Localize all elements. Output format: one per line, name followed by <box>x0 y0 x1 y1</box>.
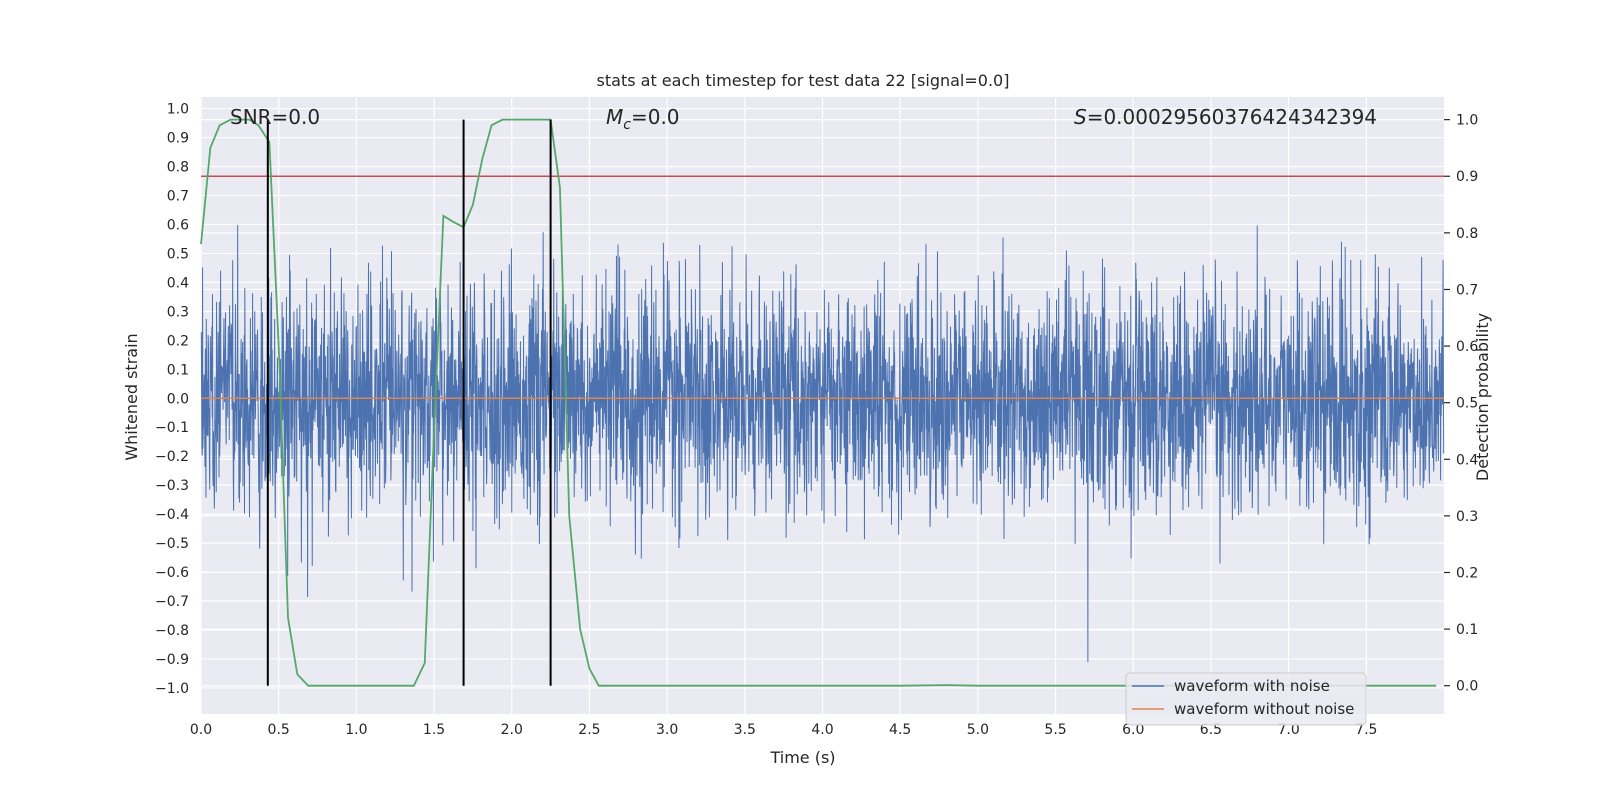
legend-box <box>1125 672 1367 726</box>
x-tick-label: 2.5 <box>578 722 600 738</box>
y-tick-label: −1.0 <box>155 681 189 697</box>
mc-symbol: M <box>606 105 623 129</box>
y-tick-label: −0.4 <box>155 507 189 523</box>
snr-annotation: SNR=0.0 <box>230 105 320 129</box>
y-tick-label: 0.1 <box>167 362 189 378</box>
x-tick-label: 0.5 <box>268 722 290 738</box>
y-tick-label: −0.3 <box>155 478 189 494</box>
y2-axis-ticks: 1.0 0.9 0.8 0.7 0.6 0.5 0.4 0.3 0.2 0.1 0.0 <box>1444 113 1478 695</box>
y-tick-label: 0.0 <box>167 391 189 407</box>
y2-tick-label: 0.7 <box>1456 282 1478 298</box>
y-tick-label: −0.7 <box>155 594 189 610</box>
y-tick-label: 0.9 <box>167 131 189 147</box>
x-axis-label: Time (s) <box>769 748 835 767</box>
x-tick-label: 5.5 <box>1044 722 1066 738</box>
x-tick-label: 1.5 <box>423 722 445 738</box>
mc-annotation: Mc=0.0 <box>606 105 680 133</box>
x-tick-label: 4.5 <box>889 722 911 738</box>
y-tick-label: 0.4 <box>167 275 189 291</box>
legend: waveform with noise waveform without noi… <box>1125 672 1367 726</box>
x-tick-label: 3.0 <box>656 722 678 738</box>
mc-subscript: c <box>623 117 631 133</box>
plot-content <box>200 118 1445 687</box>
x-tick-label: 7.0 <box>1277 722 1299 738</box>
s-value: =0.00029560376424342394 <box>1087 105 1377 129</box>
y2-axis-label: Detection probability <box>1473 313 1492 481</box>
y2-tick-label: 0.1 <box>1456 622 1478 638</box>
y2-tick-label: 0.8 <box>1456 226 1478 242</box>
x-tick-label: 7.5 <box>1355 722 1377 738</box>
y-tick-label: −0.9 <box>155 652 189 668</box>
y2-tick-label: 0.9 <box>1456 169 1478 185</box>
y-tick-label: 0.8 <box>167 160 189 176</box>
x-tick-label: 0.0 <box>190 722 212 738</box>
y-tick-label: −0.6 <box>155 565 189 581</box>
y2-tick-label: 0.6 <box>1456 339 1478 355</box>
y-tick-label: 0.7 <box>167 188 189 204</box>
legend-label-noise: waveform with noise <box>1174 677 1330 695</box>
y-tick-label: 0.5 <box>167 246 189 262</box>
y-tick-label: −0.1 <box>155 420 189 436</box>
y-tick-label: −0.2 <box>155 449 189 465</box>
x-axis-ticks: 0.0 0.5 1.0 1.5 2.0 2.5 3.0 3.5 4.0 4.5 5.0 5.5 6.0 6… <box>190 722 1378 738</box>
legend-label-clean: waveform without noise <box>1174 700 1354 718</box>
x-tick-label: 6.0 <box>1122 722 1144 738</box>
s-symbol: S <box>1074 105 1087 129</box>
y2-tick-label: 0.3 <box>1456 509 1478 525</box>
y-tick-label: 1.0 <box>167 102 189 118</box>
x-tick-label: 4.0 <box>811 722 833 738</box>
s-annotation: S=0.00029560376424342394 <box>1074 105 1377 129</box>
x-tick-label: 5.0 <box>967 722 989 738</box>
y-tick-label: −0.5 <box>155 536 189 552</box>
y-tick-label: 0.6 <box>167 217 189 233</box>
y2-tick-label: 0.0 <box>1456 679 1478 695</box>
y-tick-label: 0.3 <box>167 304 189 320</box>
x-tick-label: 2.0 <box>501 722 523 738</box>
mc-value: =0.0 <box>631 105 680 129</box>
y2-tick-label: 0.2 <box>1456 565 1478 581</box>
x-tick-label: 3.5 <box>734 722 756 738</box>
y2-tick-label: 1.0 <box>1456 113 1478 129</box>
y-tick-label: −0.8 <box>155 623 189 639</box>
series-waveform-with-noise <box>200 225 1445 663</box>
y2-tick-label: 0.5 <box>1456 396 1478 412</box>
chart-title: stats at each timestep for test data 22 … <box>597 71 1010 90</box>
y-tick-label: 0.2 <box>167 333 189 349</box>
x-tick-label: 1.0 <box>345 722 367 738</box>
y-axis-ticks: 1.0 0.9 0.8 0.7 0.6 0.5 0.4 0.3 0.2 0.1 0.0 −0.1 −0.… <box>155 102 189 697</box>
y2-tick-label: 0.4 <box>1456 452 1478 468</box>
vertical-markers <box>266 119 552 686</box>
y-axis-label: Whitened strain <box>122 333 141 460</box>
series-detection-probability <box>200 118 1437 687</box>
x-tick-label: 6.5 <box>1200 722 1222 738</box>
